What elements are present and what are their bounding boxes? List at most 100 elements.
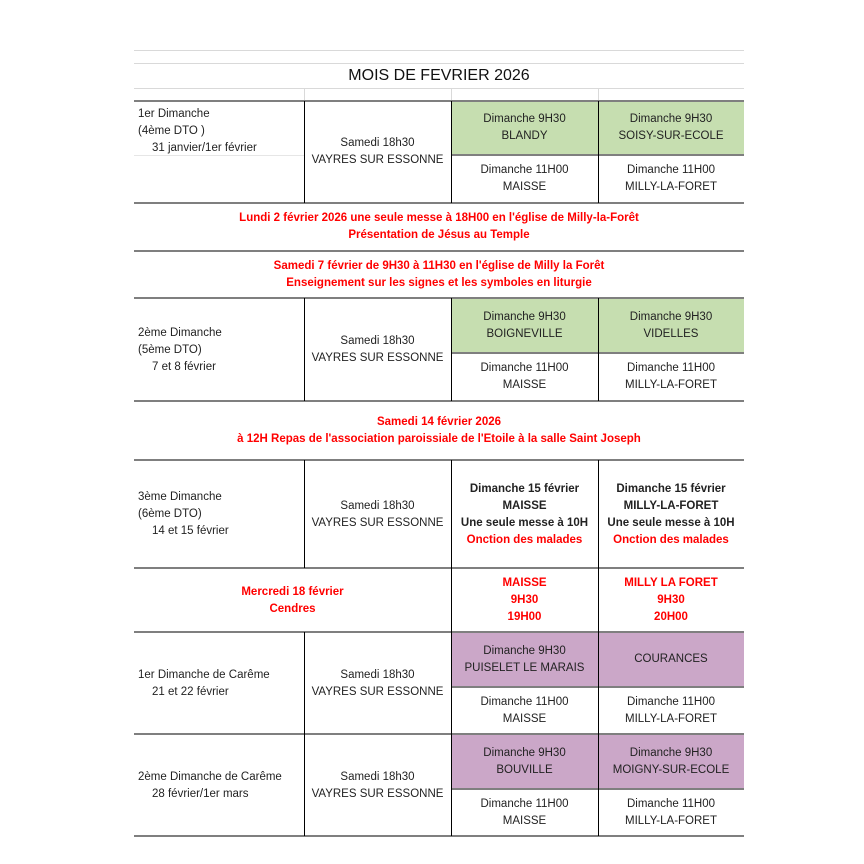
divider [451,298,452,401]
week-2-mass930-b: Dimanche 9H30 VIDELLES [598,299,744,352]
week-1-saturday: Samedi 18h30 VAYRES SUR ESSONNE [304,101,451,203]
week-4-mass930-b: COURANCES [598,633,744,686]
week-4-mass930-a: Dimanche 9H30 PUISELET LE MARAIS [451,633,598,686]
mass-place: VAYRES SUR ESSONNE [311,516,444,529]
notice-presentation: Lundi 2 février 2026 une seule messe à 1… [134,203,744,251]
mass-time: Dimanche 11H00 [626,695,715,708]
mass-place: MILLY-LA-FORET [624,712,718,725]
mass-place: MAISSE [502,499,547,512]
week-5-mass930-b: Dimanche 9H30 MOIGNY-SUR-ECOLE [598,735,744,788]
divider [134,100,744,102]
week-dates: 28 février/1er mars [152,787,249,800]
divider [134,835,744,837]
week-dates: 21 et 22 février [152,685,229,698]
mass-time: 20H00 [654,611,688,623]
divider [304,298,305,401]
mass-time: Dimanche 11H00 [626,164,715,176]
mass-place: VIDELLES [643,327,699,340]
mass-place: MOIGNY-SUR-ECOLE [612,763,730,776]
mass-time: Dimanche 9H30 [483,310,566,323]
divider [134,50,744,51]
week-5-mass1100-b: Dimanche 11H00 MILLY-LA-FORET [598,789,744,836]
notice-line: Lundi 2 février 2026 une seule messe à 1… [239,212,639,224]
divider [598,460,599,836]
divider [134,63,744,64]
purple-bg [451,633,744,686]
divider [451,788,744,790]
divider [451,88,452,100]
ash-line: Mercredi 18 février [241,585,344,598]
anointing-note: Onction des malades [613,533,729,546]
divider [304,88,305,100]
mass-place: MAISSE [502,379,547,391]
mass-place: MILLY-LA-FORET [624,181,718,193]
divider [451,154,744,156]
week-dates: 31 janvier/1er février [152,141,257,154]
week-2-saturday: Samedi 18h30 VAYRES SUR ESSONNE [304,299,451,401]
divider [134,631,744,633]
ash-wednesday-a: MAISSE 9H30 19H00 [451,569,598,632]
mass-time: Dimanche 11H00 [626,362,715,374]
week-label-line: (6ème DTO) [138,508,202,520]
divider [451,686,744,688]
page-title: MOIS DE FEVRIER 2026 [348,67,530,84]
mass-place: VAYRES SUR ESSONNE [311,787,444,800]
mass-time: Dimanche 9H30 [629,113,713,125]
green-bg [451,101,744,155]
week-3-saturday: Samedi 18h30 VAYRES SUR ESSONNE [304,461,451,568]
mass-place: MAISSE [502,814,547,827]
notice-line: à 12H Repas de l'association paroissiale… [237,432,641,445]
week-label-line: (5ème DTO) [138,343,202,356]
mass-time: Dimanche 9H30 [629,310,713,323]
mass-time: Dimanche 9H30 [483,746,566,759]
mass-time: Dimanche 11H00 [480,797,569,810]
mass-time: Dimanche 11H00 [480,362,569,374]
week-4-label: 1er Dimanche de Carême 21 et 22 février [134,633,304,734]
mass-note: Une seule messe à 10H [460,516,589,529]
mass-place: COURANCES [634,653,708,665]
mass-time: 9H30 [510,594,539,606]
mass-time: Dimanche 9H30 [629,746,713,759]
mass-time: Samedi 18h30 [340,668,415,681]
divider [304,632,305,836]
week-2-mass1100-a: Dimanche 11H00 MAISSE [451,353,598,401]
week-label-line: (4ème DTO ) [138,124,205,137]
week-dates: 7 et 8 février [152,360,216,373]
mass-note: Une seule messe à 10H [607,516,735,529]
mass-place: BLANDY [501,130,548,142]
mass-date: Dimanche 15 février [469,482,580,495]
notice-meal: Samedi 14 février 2026 à 12H Repas de l'a… [134,401,744,460]
divider [134,733,744,735]
week-4-mass1100-b: Dimanche 11H00 MILLY-LA-FORET [598,687,744,734]
mass-time: Samedi 18h30 [340,137,415,149]
week-1-mass1100-b: Dimanche 11H00 MILLY-LA-FORET [598,155,744,203]
week-label-line: 1er Dimanche de Carême [138,668,270,681]
notice-line: Enseignement sur les signes et les symbo… [286,276,592,289]
week-5-mass930-a: Dimanche 9H30 BOUVILLE [451,735,598,788]
mass-time: 9H30 [657,594,685,606]
week-label-line: 2ème Dimanche [138,326,222,339]
mass-time: Samedi 18h30 [340,335,415,347]
mass-place: MILLY-LA-FORET [623,499,719,512]
divider [304,460,305,568]
week-3-special-b: Dimanche 15 février MILLY-LA-FORET Une seu… [598,461,744,568]
anointing-note: Onction des malades [466,533,583,546]
week-label-line: 3ème Dimanche [138,491,222,503]
mass-place: MAISSE [502,181,547,193]
mass-time: Dimanche 9H30 [483,644,566,657]
mass-time: Dimanche 11H00 [480,164,569,176]
mass-place: VAYRES SUR ESSONNE [311,154,444,166]
notice-line: Présentation de Jésus au Temple [348,229,530,241]
week-1-label: 1er Dimanche (4ème DTO ) 31 janvier/1er … [134,101,304,161]
week-label-line: 2ème Dimanche de Carême [138,770,282,783]
divider [598,88,599,100]
divider [451,460,452,836]
divider [134,202,744,204]
week-5-mass1100-a: Dimanche 11H00 MAISSE [451,789,598,836]
week-2-label: 2ème Dimanche (5ème DTO) 7 et 8 février [134,299,304,401]
mass-time: Dimanche 9H30 [483,113,566,125]
divider [134,567,744,569]
notice-line: Samedi 14 février 2026 [376,415,502,428]
mass-place: VAYRES SUR ESSONNE [311,685,444,698]
week-3-special-a: Dimanche 15 février MAISSE Une seule messe… [451,461,598,568]
